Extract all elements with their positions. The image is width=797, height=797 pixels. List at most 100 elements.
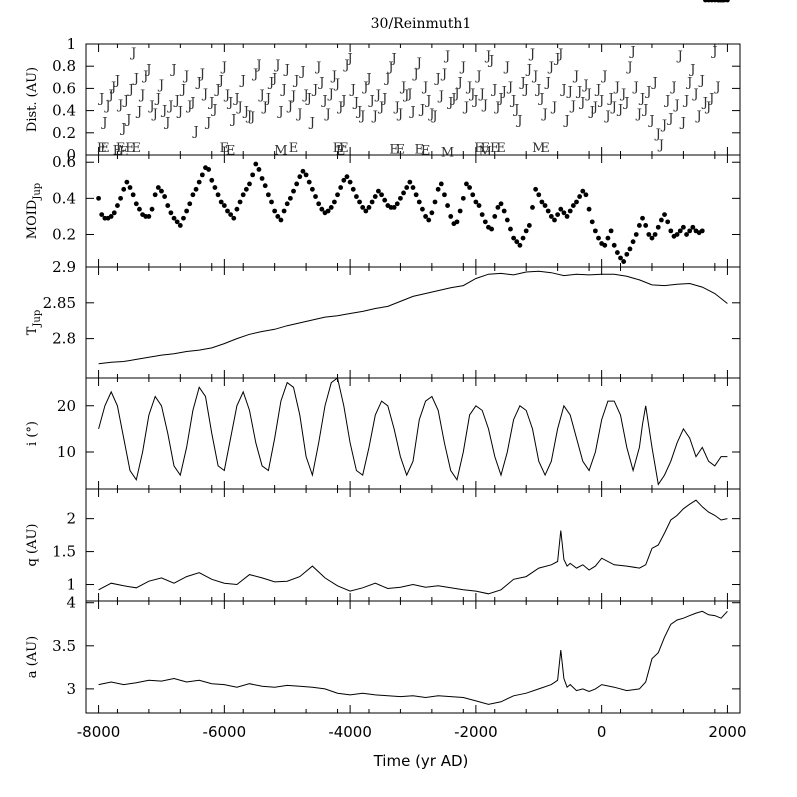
- moid-point: [99, 212, 105, 218]
- encounter-marker-J: J: [179, 82, 186, 97]
- moid-point: [108, 214, 114, 219]
- moid-point: [250, 172, 256, 178]
- panel-q: 1 1.5 2 q (AU): [25, 488, 741, 602]
- moid-point: [555, 212, 561, 218]
- moid-point: [218, 199, 224, 205]
- moid-point: [583, 192, 589, 198]
- encounter-marker-J: J: [109, 80, 116, 95]
- moid-point: [495, 204, 501, 210]
- encounter-marker-J: J: [320, 94, 327, 109]
- y-tick-label: 1.5: [52, 543, 76, 561]
- moid-point: [658, 217, 664, 223]
- moid-point: [533, 186, 539, 192]
- encounter-marker-J: J: [279, 82, 286, 97]
- encounter-marker-J: J: [286, 99, 293, 114]
- moid-point: [316, 201, 322, 207]
- moid-point: [96, 195, 101, 201]
- moid-point: [253, 161, 259, 167]
- encounter-marker-J: J: [496, 91, 503, 106]
- encounter-marker-J: J: [572, 69, 579, 84]
- moid-point: [363, 208, 369, 214]
- encounter-marker-J: J: [383, 71, 390, 86]
- moid-point: [652, 232, 658, 237]
- encounter-marker-J: J: [138, 88, 145, 103]
- encounter-marker-J: J: [713, 80, 720, 95]
- encounter-marker-J: J: [336, 100, 343, 115]
- moid-point: [665, 219, 671, 225]
- encounter-marker-E: E: [220, 141, 230, 156]
- encounter-marker-J: J: [229, 112, 236, 127]
- moid-point: [206, 167, 212, 172]
- encounter-marker-E: E: [496, 141, 506, 156]
- encounter-marker-J: J: [443, 49, 450, 64]
- encounter-marker-J: J: [512, 102, 519, 117]
- encounter-marker-J: J: [342, 58, 349, 73]
- encounter-marker-J: J: [478, 87, 485, 102]
- moid-point: [448, 214, 454, 219]
- encounter-marker-J: J: [100, 116, 107, 131]
- moid-point: [501, 208, 507, 214]
- moid-point: [187, 201, 193, 207]
- encounter-marker-J: J: [515, 113, 522, 128]
- moid-point: [228, 212, 234, 218]
- encounter-marker-J: J: [267, 76, 274, 91]
- moid-point: [287, 195, 293, 201]
- moid-point: [325, 208, 331, 214]
- moid-point: [514, 239, 520, 245]
- x-tick-label: 2000: [708, 723, 746, 741]
- q-line: [98, 499, 728, 595]
- encounter-marker-J: J: [317, 76, 324, 91]
- encounter-marker-J: J: [421, 80, 428, 95]
- moid-point: [265, 192, 271, 198]
- moid-point: [354, 194, 359, 199]
- encounter-marker-J: J: [116, 98, 123, 113]
- x-tick-label: -4000: [328, 723, 372, 741]
- chart-title: 30/Reinmuth1: [371, 16, 472, 32]
- y-tick-label: 0.2: [52, 124, 76, 142]
- encounter-marker-J: J: [289, 89, 296, 104]
- moid-point: [489, 226, 495, 232]
- encounter-marker-J: J: [468, 87, 475, 102]
- encounter-marker-J: J: [688, 62, 695, 77]
- y-tick-label: 2: [66, 510, 76, 528]
- moid-point: [372, 194, 378, 199]
- moid-point: [344, 174, 350, 180]
- encounter-marker-J: J: [619, 87, 626, 102]
- y-axis-label: MOIDJup: [25, 183, 43, 239]
- encounter-marker-J: J: [355, 105, 362, 120]
- y-tick-label: 3.5: [52, 637, 76, 655]
- moid-point: [605, 235, 611, 241]
- encounter-marker-J: J: [204, 116, 211, 131]
- moid-point: [681, 224, 686, 230]
- moid-point: [111, 210, 117, 216]
- moid-point: [256, 167, 262, 172]
- encounter-marker-J: J: [550, 100, 557, 115]
- encounter-marker-J: J: [301, 88, 308, 103]
- moid-point: [190, 192, 196, 198]
- moid-point: [193, 186, 199, 192]
- moid-point: [237, 199, 243, 205]
- encounter-marker-E: E: [474, 141, 484, 156]
- encounter-marker-J: J: [490, 82, 497, 97]
- moid-point: [300, 168, 306, 174]
- moid-point: [376, 188, 381, 194]
- moid-point: [630, 239, 636, 245]
- y-axis-label: a (AU): [25, 636, 40, 678]
- moid-point: [574, 199, 579, 205]
- moid-point: [394, 201, 400, 207]
- moid-point: [115, 203, 120, 208]
- moid-point: [643, 223, 649, 228]
- encounter-marker-J: J: [584, 87, 591, 102]
- encounter-marker-J: J: [440, 67, 447, 82]
- encounter-marker-J: J: [273, 58, 280, 73]
- moid-point: [438, 181, 444, 187]
- moid-point: [221, 203, 227, 208]
- encounter-marker-E: E: [289, 141, 299, 156]
- encounter-marker-J: J: [553, 51, 560, 66]
- moid-point: [426, 217, 432, 223]
- moid-point: [690, 224, 696, 230]
- moid-point: [184, 208, 190, 214]
- moid-point: [149, 206, 155, 212]
- moid-point: [526, 223, 532, 228]
